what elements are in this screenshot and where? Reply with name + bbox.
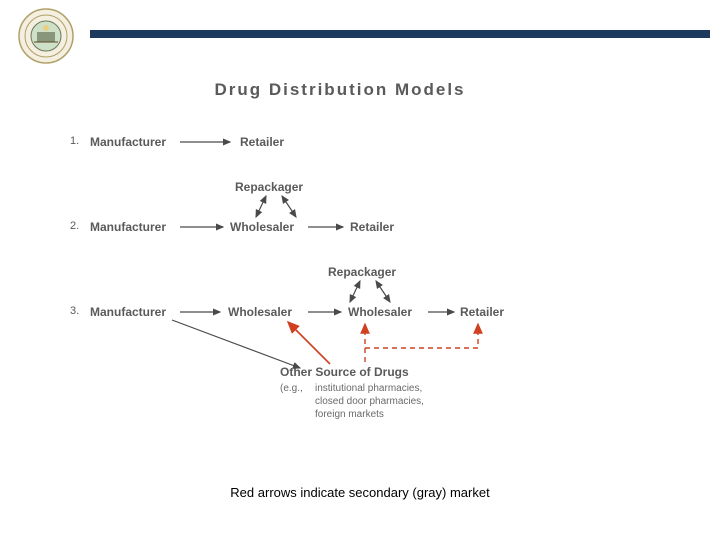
arrows-layer [60, 80, 620, 460]
state-seal [18, 8, 74, 64]
caption: Red arrows indicate secondary (gray) mar… [0, 485, 720, 500]
header-rule [90, 30, 710, 38]
diagram-container: Drug Distribution Models 1. Manufacturer… [60, 80, 620, 460]
